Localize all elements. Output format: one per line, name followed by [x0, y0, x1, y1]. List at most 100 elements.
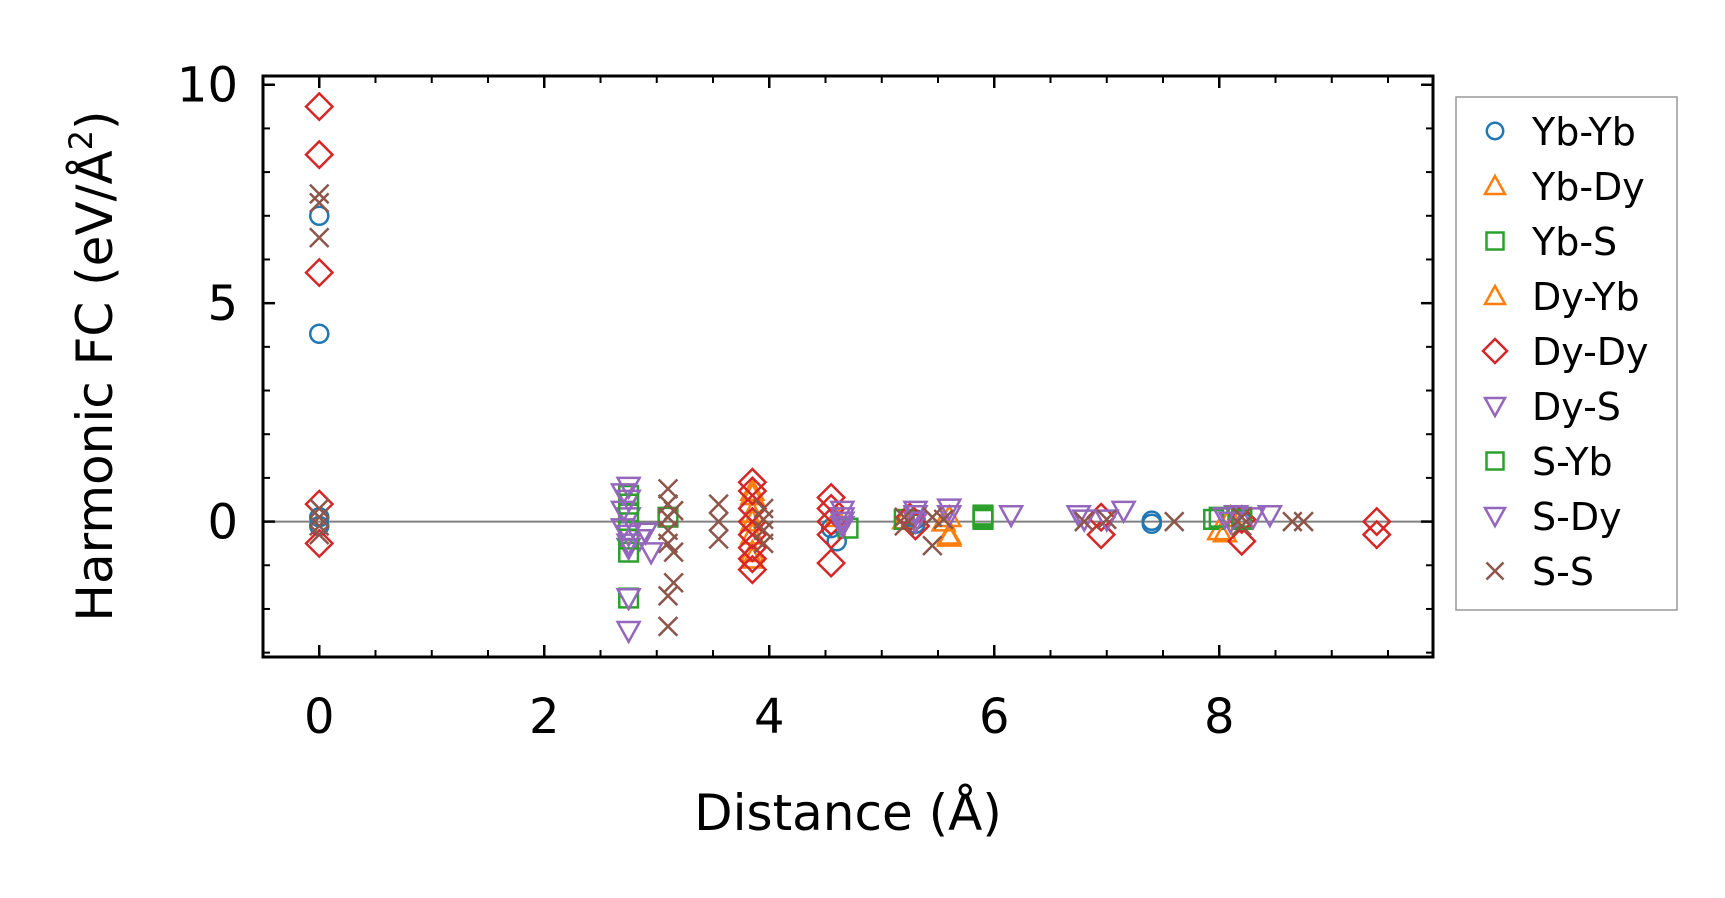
legend-label: Dy-S: [1532, 385, 1621, 429]
data-point: [1211, 507, 1238, 531]
data-point: [1164, 511, 1185, 532]
data-point: [309, 227, 330, 248]
data-point: [737, 532, 768, 563]
legend: Yb-Yb Yb-Dy Yb-S Dy-Yb Dy-Dy Dy-S S-Yb S-Dy S-S: [1455, 96, 1678, 611]
x-tick-label: 2: [529, 689, 560, 745]
data-point: [826, 530, 848, 552]
data-point: [1231, 506, 1252, 528]
legend-item: Dy-Dy: [1481, 330, 1649, 374]
x-tick-label: 0: [304, 689, 335, 745]
data-point: [1256, 504, 1283, 529]
data-point: [309, 524, 330, 545]
data-point: [1239, 507, 1267, 531]
legend-label: Yb-S: [1531, 220, 1617, 264]
data-point: [829, 511, 856, 536]
data-point: [632, 522, 659, 547]
data-point: [626, 529, 653, 553]
legend-label: S-Dy: [1532, 495, 1622, 539]
legend-item: Yb-Yb: [1485, 110, 1636, 154]
x-tick-label: 8: [1204, 689, 1235, 745]
data-point: [936, 504, 963, 529]
series-s-s: [309, 183, 1314, 637]
legend-item: Dy-Yb: [1482, 275, 1640, 319]
data-point: [739, 545, 766, 569]
data-point: [657, 478, 679, 500]
data-point: [933, 509, 954, 530]
data-point: [708, 493, 729, 515]
data-point: [657, 616, 679, 637]
data-point: [1293, 511, 1314, 532]
legend-item: Yb-S: [1485, 220, 1617, 264]
data-point: [1361, 506, 1392, 537]
data-point: [753, 533, 774, 554]
data-point: [663, 541, 684, 563]
data-point: [304, 257, 335, 288]
data-point: [304, 91, 335, 122]
legend-label: S-S: [1532, 550, 1594, 594]
data-point: [1065, 504, 1092, 529]
y-axis-label: Harmonic FC (eV/Å2): [62, 110, 124, 621]
tick-labels-layer: 0 2 4 6 8 0 5 10: [177, 58, 1235, 745]
y-axis-label-superscript: 2: [62, 130, 100, 150]
data-point: [1231, 515, 1252, 537]
data-point: [1361, 519, 1392, 550]
legend-item: S-S: [1485, 550, 1594, 594]
data-point: [972, 506, 994, 528]
data-point: [657, 585, 679, 607]
axis-ticks-layer: [262, 76, 1433, 657]
legend-marker-circle: [1485, 121, 1505, 141]
legend-marker-square: [1485, 231, 1505, 251]
data-points-layer: [304, 91, 1392, 645]
legend-item: S-Dy: [1482, 495, 1622, 539]
data-point: [309, 192, 330, 213]
data-point: [618, 541, 640, 563]
data-point: [309, 498, 330, 519]
x-tick-label: 6: [979, 689, 1010, 745]
legend-label: S-Yb: [1532, 440, 1613, 484]
legend-marker-triangle-down: [1482, 396, 1508, 419]
y-tick-label: 5: [207, 276, 238, 332]
data-point: [936, 523, 963, 547]
data-point: [615, 476, 642, 501]
data-point: [1217, 503, 1244, 528]
data-point: [894, 515, 915, 537]
data-point: [609, 500, 637, 525]
data-point: [998, 504, 1025, 529]
data-point: [609, 483, 637, 507]
y-tick-label: 10: [177, 58, 238, 114]
data-point: [737, 554, 768, 585]
data-point: [1071, 509, 1098, 533]
legend-item: S-Yb: [1485, 440, 1613, 484]
data-point: [615, 620, 642, 645]
data-point: [304, 139, 335, 170]
y-axis-label-main: Harmonic FC (eV/Å: [66, 150, 124, 621]
legend-marker-triangle-up: [1482, 283, 1508, 306]
legend-marker-triangle-up: [1482, 173, 1508, 196]
data-point: [1226, 526, 1257, 557]
data-point: [663, 572, 684, 593]
data-point: [816, 482, 847, 513]
data-point: [902, 504, 929, 529]
legend-marker-x: [1485, 561, 1505, 581]
series-s-dy: [609, 483, 1267, 612]
data-point: [737, 476, 768, 506]
legend-marker-square: [1485, 451, 1505, 471]
plot-frame: [261, 74, 1435, 659]
legend-item: Dy-S: [1482, 385, 1621, 429]
data-point: [894, 506, 915, 528]
data-point: [708, 528, 729, 550]
y-tick-label: 0: [207, 495, 238, 551]
legend-label: Yb-Yb: [1531, 110, 1636, 154]
x-tick-label: 4: [754, 689, 785, 745]
data-point: [737, 519, 768, 550]
data-point: [615, 533, 642, 557]
data-point: [304, 528, 335, 559]
data-point: [638, 542, 665, 566]
legend-label: Yb-Dy: [1531, 165, 1645, 209]
legend-marker-diamond: [1481, 337, 1509, 365]
data-point: [739, 508, 766, 532]
data-point: [615, 587, 642, 612]
data-point: [829, 515, 856, 540]
data-point: [609, 518, 637, 542]
